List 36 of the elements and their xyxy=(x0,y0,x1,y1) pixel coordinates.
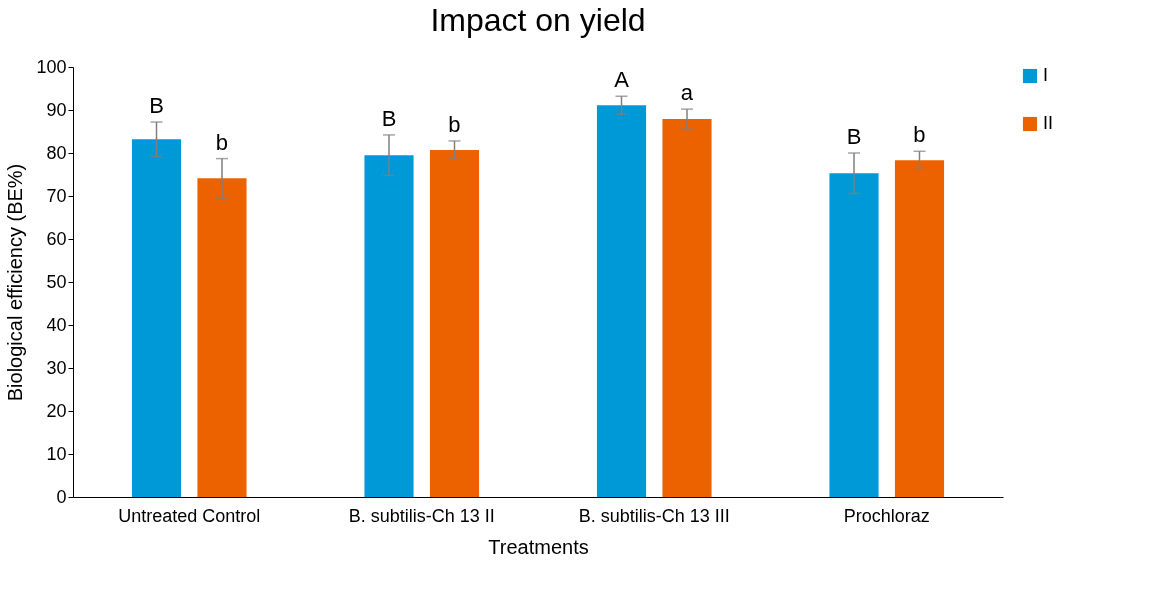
data-label: b xyxy=(448,111,461,137)
y-tick-label: 20 xyxy=(46,400,67,421)
y-tick-label: 50 xyxy=(46,271,67,292)
chart-title: Impact on yield xyxy=(430,2,646,38)
data-label: A xyxy=(614,67,630,93)
x-axis-title: Treatments xyxy=(488,535,589,558)
bar xyxy=(364,155,414,497)
y-tick-label: 70 xyxy=(46,185,67,206)
bar xyxy=(829,173,879,497)
x-tick-label: B. subtilis-Ch 13 III xyxy=(578,505,730,526)
data-label: B xyxy=(381,105,397,131)
data-label: B xyxy=(846,124,862,149)
bar xyxy=(662,119,712,497)
legend-label: I xyxy=(1043,65,1049,85)
legend-label: II xyxy=(1043,113,1054,133)
bar xyxy=(197,178,247,497)
y-tick-label: 90 xyxy=(46,99,67,120)
data-label: a xyxy=(680,80,694,106)
y-tick-label: 60 xyxy=(46,228,67,249)
bar xyxy=(894,160,945,497)
x-tick-label: Untreated Control xyxy=(118,505,261,526)
data-label: b xyxy=(913,122,926,148)
bar xyxy=(131,139,182,497)
bar xyxy=(596,105,647,497)
y-tick-label: 40 xyxy=(46,314,67,335)
x-tick-label: B. subtilis-Ch 13 II xyxy=(348,505,495,526)
bar xyxy=(429,149,480,497)
y-tick-label: 0 xyxy=(56,486,67,507)
data-label: B xyxy=(149,93,164,119)
y-tick-label: 100 xyxy=(36,56,67,77)
y-tick-label: 30 xyxy=(46,357,67,378)
y-tick-label: 10 xyxy=(46,443,67,464)
x-tick-label: Prochloraz xyxy=(843,505,930,526)
data-label: b xyxy=(215,129,229,155)
y-axis-title: Biological efficiency (BE%) xyxy=(4,163,27,402)
y-tick-label: 80 xyxy=(46,142,67,163)
